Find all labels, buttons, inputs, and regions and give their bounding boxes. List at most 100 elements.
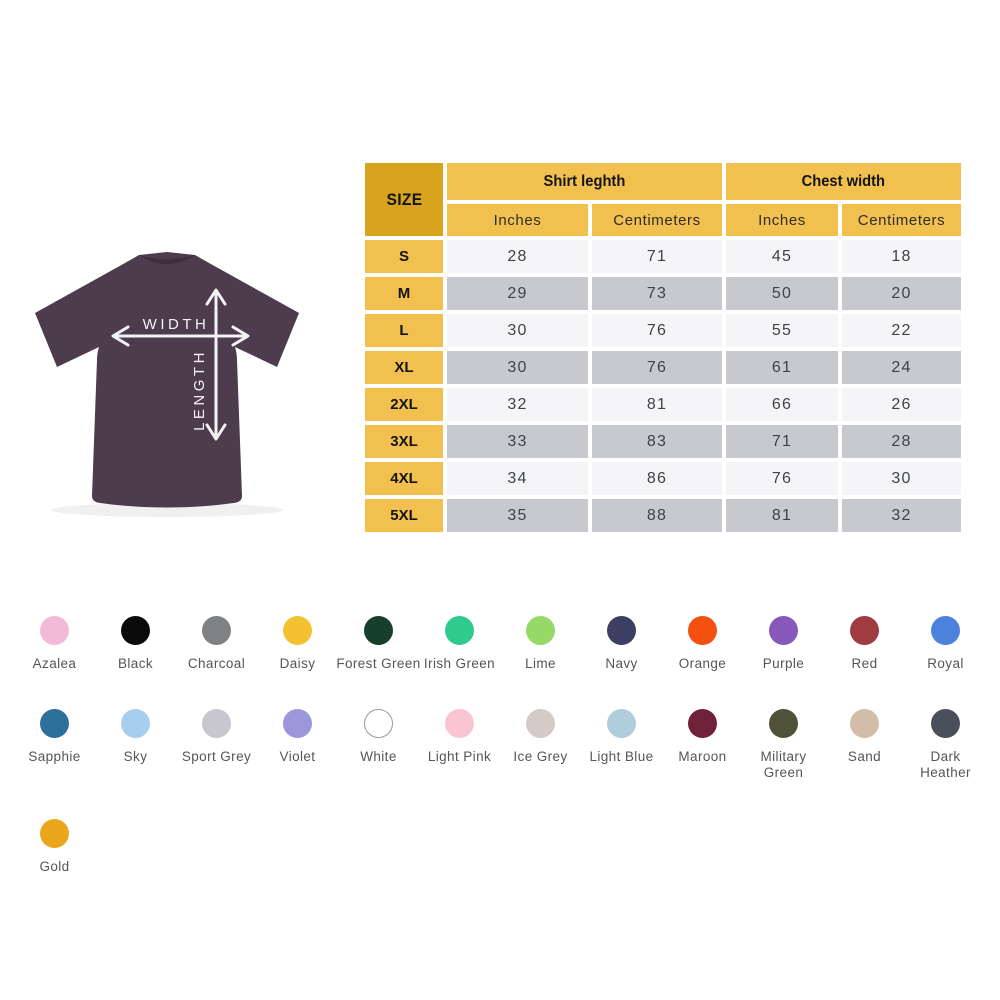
color-dot bbox=[688, 709, 717, 739]
color-name: Sky bbox=[123, 749, 148, 765]
table-cell: 28 bbox=[447, 240, 588, 273]
color-name: Lime bbox=[525, 656, 556, 671]
swatch-irish-green: Irish Green bbox=[419, 616, 500, 672]
table-cell: 73 bbox=[592, 277, 722, 310]
table-cell: 32 bbox=[447, 388, 588, 421]
table-row: 4XL 34 86 76 30 bbox=[365, 462, 961, 495]
color-name: Light Blue bbox=[589, 749, 654, 765]
table-cell: 76 bbox=[592, 314, 722, 347]
swatch-azalea: Azalea bbox=[14, 616, 95, 672]
swatch-daisy: Daisy bbox=[257, 616, 338, 672]
color-dot bbox=[121, 709, 150, 739]
color-dot bbox=[283, 709, 312, 739]
color-name: Daisy bbox=[279, 656, 316, 671]
table-row: 3XL 33 83 71 28 bbox=[365, 425, 961, 458]
tshirt-shadow bbox=[51, 503, 283, 517]
color-dot bbox=[769, 709, 798, 739]
table-cell: 30 bbox=[447, 351, 588, 384]
length-arrow-bottom-head bbox=[205, 423, 227, 441]
swatch-royal: Royal bbox=[905, 616, 986, 672]
size-column-header: SIZE bbox=[365, 163, 443, 236]
chest-width-inches-header: Inches bbox=[726, 204, 838, 236]
size-label: 3XL bbox=[365, 425, 443, 458]
color-name: Purple bbox=[762, 656, 805, 671]
color-name: Gold bbox=[39, 858, 70, 874]
length-arrow-top-head bbox=[205, 288, 227, 306]
size-label: 2XL bbox=[365, 388, 443, 421]
color-name: Orange bbox=[678, 656, 727, 671]
table-cell: 24 bbox=[842, 351, 961, 384]
table-cell: 30 bbox=[842, 462, 961, 495]
color-name: White bbox=[360, 749, 397, 765]
table-row: M 29 73 50 20 bbox=[365, 277, 961, 310]
color-name: Irish Green bbox=[423, 656, 496, 671]
color-dot bbox=[364, 616, 393, 645]
swatch-purple: Purple bbox=[743, 616, 824, 672]
tshirt-collar bbox=[139, 255, 195, 264]
table-cell: 81 bbox=[592, 388, 722, 421]
swatch-lime: Lime bbox=[500, 616, 581, 672]
color-dot bbox=[40, 709, 69, 739]
color-dot bbox=[526, 616, 555, 645]
color-name: Royal bbox=[927, 656, 964, 671]
table-cell: 33 bbox=[447, 425, 588, 458]
color-name: Violet bbox=[279, 749, 316, 765]
table-cell: 35 bbox=[447, 499, 588, 532]
color-name: Dark Heather bbox=[920, 749, 971, 781]
color-dot bbox=[850, 709, 879, 739]
swatch-sport-grey: Sport Grey bbox=[176, 709, 257, 781]
color-dot bbox=[607, 616, 636, 645]
color-dot bbox=[526, 709, 555, 739]
table-cell: 76 bbox=[592, 351, 722, 384]
color-dot bbox=[283, 616, 312, 645]
table-cell: 29 bbox=[447, 277, 588, 310]
table-cell: 32 bbox=[842, 499, 961, 532]
size-column-header-label: SIZE bbox=[386, 189, 422, 209]
swatch-orange: Orange bbox=[662, 616, 743, 672]
color-name: Charcoal bbox=[187, 656, 246, 671]
table-row: XL 30 76 61 24 bbox=[365, 351, 961, 384]
swatch-red: Red bbox=[824, 616, 905, 672]
table-row: 5XL 35 88 81 32 bbox=[365, 499, 961, 532]
tshirt-diagram: WIDTH LENGTH bbox=[16, 240, 318, 526]
color-name: Sport Grey bbox=[181, 749, 252, 765]
swatch-gold: Gold bbox=[14, 818, 95, 875]
color-swatch-grid: Azalea Black Charcoal Daisy Forest Green… bbox=[14, 616, 986, 875]
color-dot bbox=[688, 616, 717, 645]
swatch-light-blue: Light Blue bbox=[581, 709, 662, 781]
table-cell: 71 bbox=[726, 425, 838, 458]
color-dot bbox=[202, 616, 231, 645]
swatch-dark-heather: Dark Heather bbox=[905, 709, 986, 781]
color-dot bbox=[931, 616, 960, 645]
color-name: Black bbox=[117, 656, 153, 671]
table-cell: 45 bbox=[726, 240, 838, 273]
color-name: Military Green bbox=[760, 749, 807, 781]
table-row: S 28 71 45 18 bbox=[365, 240, 961, 273]
color-name: Maroon bbox=[678, 749, 727, 765]
color-name: Navy bbox=[605, 656, 638, 671]
swatch-navy: Navy bbox=[581, 616, 662, 672]
color-name: Azalea bbox=[32, 656, 77, 671]
table-cell: 71 bbox=[592, 240, 722, 273]
color-dot bbox=[445, 709, 474, 739]
table-cell: 22 bbox=[842, 314, 961, 347]
color-dot bbox=[40, 616, 69, 645]
swatch-violet: Violet bbox=[257, 709, 338, 781]
table-cell: 76 bbox=[726, 462, 838, 495]
length-label: LENGTH bbox=[191, 349, 208, 431]
table-cell: 55 bbox=[726, 314, 838, 347]
color-dot bbox=[40, 818, 69, 848]
color-dot bbox=[121, 616, 150, 645]
swatch-light-pink: Light Pink bbox=[419, 709, 500, 781]
table-cell: 61 bbox=[726, 351, 838, 384]
tshirt-body bbox=[35, 252, 299, 508]
table-cell: 81 bbox=[726, 499, 838, 532]
width-label: WIDTH bbox=[143, 316, 210, 333]
color-name: Sand bbox=[847, 749, 882, 765]
color-name: Forest Green bbox=[336, 656, 421, 671]
color-dot bbox=[931, 709, 960, 739]
size-label: L bbox=[365, 314, 443, 347]
width-arrow-left-head bbox=[111, 325, 130, 347]
table-cell: 18 bbox=[842, 240, 961, 273]
color-dot bbox=[202, 709, 231, 739]
